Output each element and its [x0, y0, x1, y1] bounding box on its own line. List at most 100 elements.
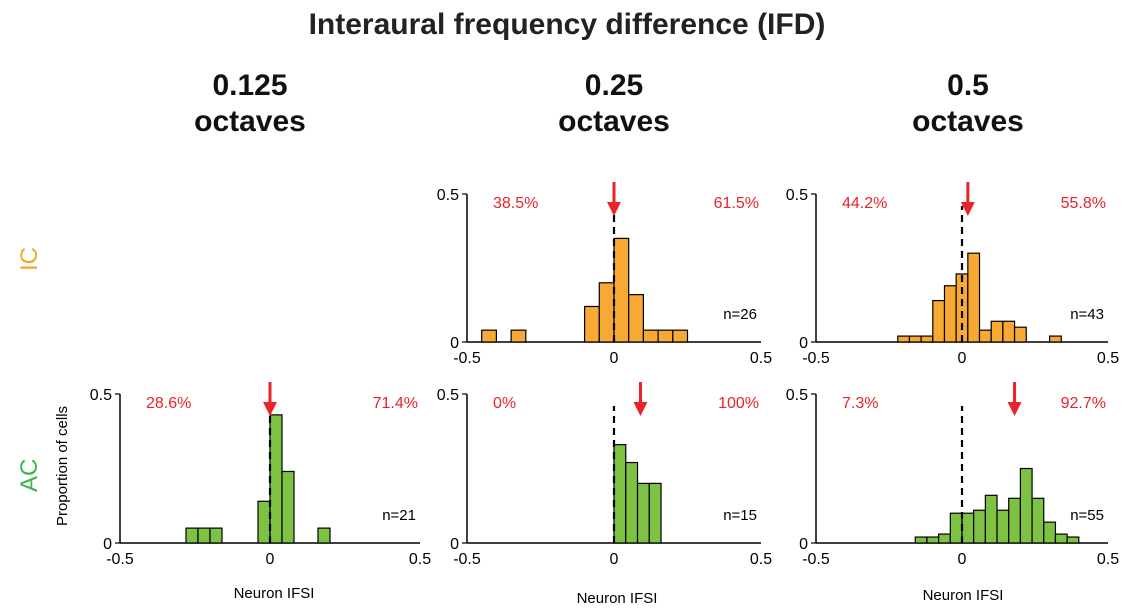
histogram-bar: [613, 444, 627, 544]
x-tick-label: 0: [610, 551, 619, 568]
x-axis-label-col3: Neuron IFSI: [922, 587, 1004, 604]
histogram-bar: [269, 414, 283, 544]
histogram-bar: [1031, 497, 1045, 544]
histogram-bar: [897, 335, 911, 343]
y-tick-label: 0: [799, 536, 808, 553]
median-arrow-head: [1007, 402, 1022, 416]
x-tick-label: 0.5: [409, 551, 431, 568]
histogram-bar: [1008, 497, 1021, 544]
histogram-bar: [625, 461, 639, 544]
left-percentage-label: 28.6%: [146, 395, 191, 412]
column-ifd-value: 0.25: [584, 69, 644, 102]
x-tick-label: 0: [610, 350, 619, 367]
sample-size-label: n=55: [1070, 507, 1104, 524]
right-percentage-label: 71.4%: [373, 395, 418, 412]
figure-title: Interaural frequency difference (IFD): [308, 8, 826, 41]
histogram-bar: [1002, 320, 1016, 343]
median-arrow-head: [607, 202, 621, 216]
histogram-bar: [949, 512, 963, 544]
median-arrow-head: [960, 202, 975, 216]
y-tick-label: 0.5: [786, 387, 808, 404]
histogram-bar: [481, 329, 498, 343]
sample-size-label: n=15: [723, 507, 757, 524]
left-percentage-label: 38.5%: [493, 195, 538, 212]
histogram-bar: [961, 512, 975, 544]
histogram-bar: [1019, 467, 1033, 544]
histogram-bar: [636, 482, 650, 544]
histogram-bar: [908, 335, 922, 343]
column-title-0125: 0.125 octaves: [120, 68, 380, 140]
histogram-bar: [1054, 533, 1068, 544]
histogram-bar: [672, 329, 689, 343]
histogram-bar: [197, 527, 211, 544]
histogram-bar: [209, 527, 223, 544]
histogram-bar: [978, 329, 992, 343]
histogram-bar: [914, 536, 928, 544]
sample-size-label: n=26: [723, 306, 757, 323]
right-percentage-label: 55.8%: [1061, 195, 1106, 212]
histogram-bar: [613, 237, 630, 343]
median-arrow-head: [263, 402, 277, 416]
x-tick-label: 0.5: [1097, 551, 1119, 568]
x-tick-label: 0: [958, 551, 967, 568]
histogram-bar: [920, 335, 934, 343]
column-ifd-value: 0.5: [947, 69, 989, 102]
x-tick-label: -0.5: [802, 551, 830, 568]
sample-size-label: n=43: [1070, 306, 1104, 323]
histogram-bar: [984, 494, 998, 544]
x-tick-label: -0.5: [453, 350, 481, 367]
histogram-bar: [657, 329, 674, 343]
histogram-bar: [281, 470, 295, 544]
x-tick-label: 0.5: [750, 551, 772, 568]
y-tick-label: 0.5: [437, 387, 459, 404]
histogram-bar: [510, 329, 527, 343]
y-tick-label: 0: [450, 536, 459, 553]
column-ifd-unit: octaves: [194, 105, 306, 138]
column-title-05: 0.5 octaves: [838, 68, 1098, 140]
y-tick-label: 0: [103, 536, 112, 553]
y-tick-label: 0.5: [437, 187, 459, 204]
right-percentage-label: 92.7%: [1061, 395, 1106, 412]
histogram-bar: [1048, 335, 1062, 343]
histogram-bar: [642, 329, 659, 343]
right-percentage-label: 100%: [718, 395, 759, 412]
histogram-bar: [317, 527, 331, 544]
histogram-bar: [943, 285, 957, 343]
histogram-bar: [938, 533, 951, 544]
histogram-bar: [967, 252, 981, 343]
x-tick-label: 0.5: [750, 350, 772, 367]
x-axis-label-col1: Neuron IFSI: [233, 585, 315, 602]
histogram-bar: [583, 305, 600, 343]
x-tick-label: 0.5: [1097, 350, 1119, 367]
column-ifd-value: 0.125: [212, 69, 288, 102]
y-tick-label: 0: [450, 335, 459, 352]
x-tick-label: -0.5: [453, 551, 481, 568]
x-tick-label: 0: [958, 350, 967, 367]
histogram-bar: [1066, 536, 1080, 544]
histogram-bar: [628, 294, 645, 343]
y-tick-label: 0.5: [90, 387, 112, 404]
histogram-bar: [996, 509, 1010, 544]
histogram-bar: [973, 509, 986, 544]
left-percentage-label: 44.2%: [842, 195, 887, 212]
x-tick-label: -0.5: [802, 350, 830, 367]
histogram-bar: [598, 282, 615, 343]
histogram-bar: [926, 536, 940, 544]
median-arrow-head: [633, 402, 648, 416]
column-title-025: 0.25 octaves: [484, 68, 744, 140]
y-tick-label: 0: [799, 335, 808, 352]
right-percentage-label: 61.5%: [714, 195, 759, 212]
x-tick-label: -0.5: [106, 551, 134, 568]
histogram-bar: [932, 299, 946, 343]
histogram-bar: [1013, 326, 1027, 343]
sample-size-label: n=21: [382, 507, 416, 524]
x-axis-label-col2: Neuron IFSI: [576, 590, 658, 607]
histogram-bar: [955, 273, 969, 343]
histogram-bar: [648, 482, 662, 544]
histogram-bar: [185, 527, 199, 544]
column-ifd-unit: octaves: [912, 105, 1024, 138]
histogram-bar: [257, 500, 271, 544]
x-tick-label: 0: [266, 551, 275, 568]
y-tick-label: 0.5: [786, 187, 808, 204]
